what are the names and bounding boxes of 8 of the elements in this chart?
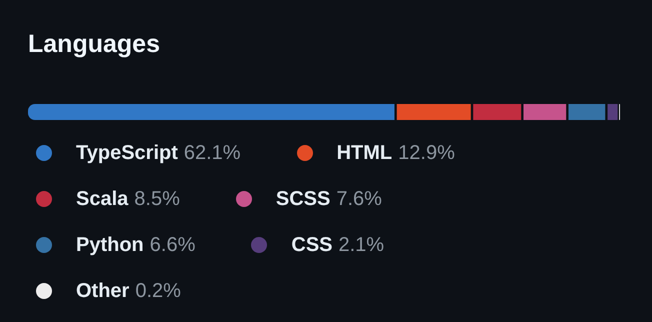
legend-label: Scala 8.5% (76, 188, 180, 210)
legend-label: Other 0.2% (76, 280, 181, 302)
legend-label: CSS 2.1% (291, 234, 384, 256)
chart-title: Languages (28, 30, 161, 60)
legend-label: TypeScript 62.1% (76, 142, 241, 164)
legend-label: Python 6.6% (76, 234, 196, 256)
legend-label: HTML 12.9% (336, 142, 455, 164)
legend-label: SCSS 7.6% (276, 188, 382, 210)
